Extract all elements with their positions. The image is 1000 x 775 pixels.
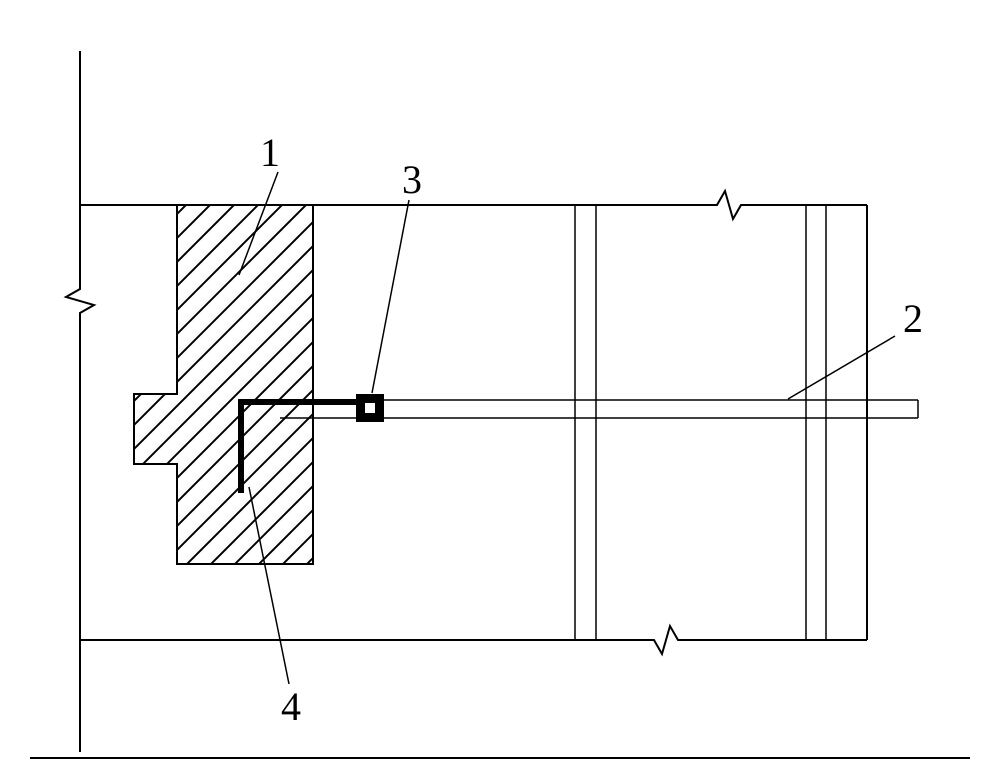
callout-1: 1 (260, 130, 280, 175)
callout-2: 2 (903, 296, 923, 341)
callout-4: 4 (281, 684, 301, 729)
callout-3: 3 (402, 157, 422, 202)
